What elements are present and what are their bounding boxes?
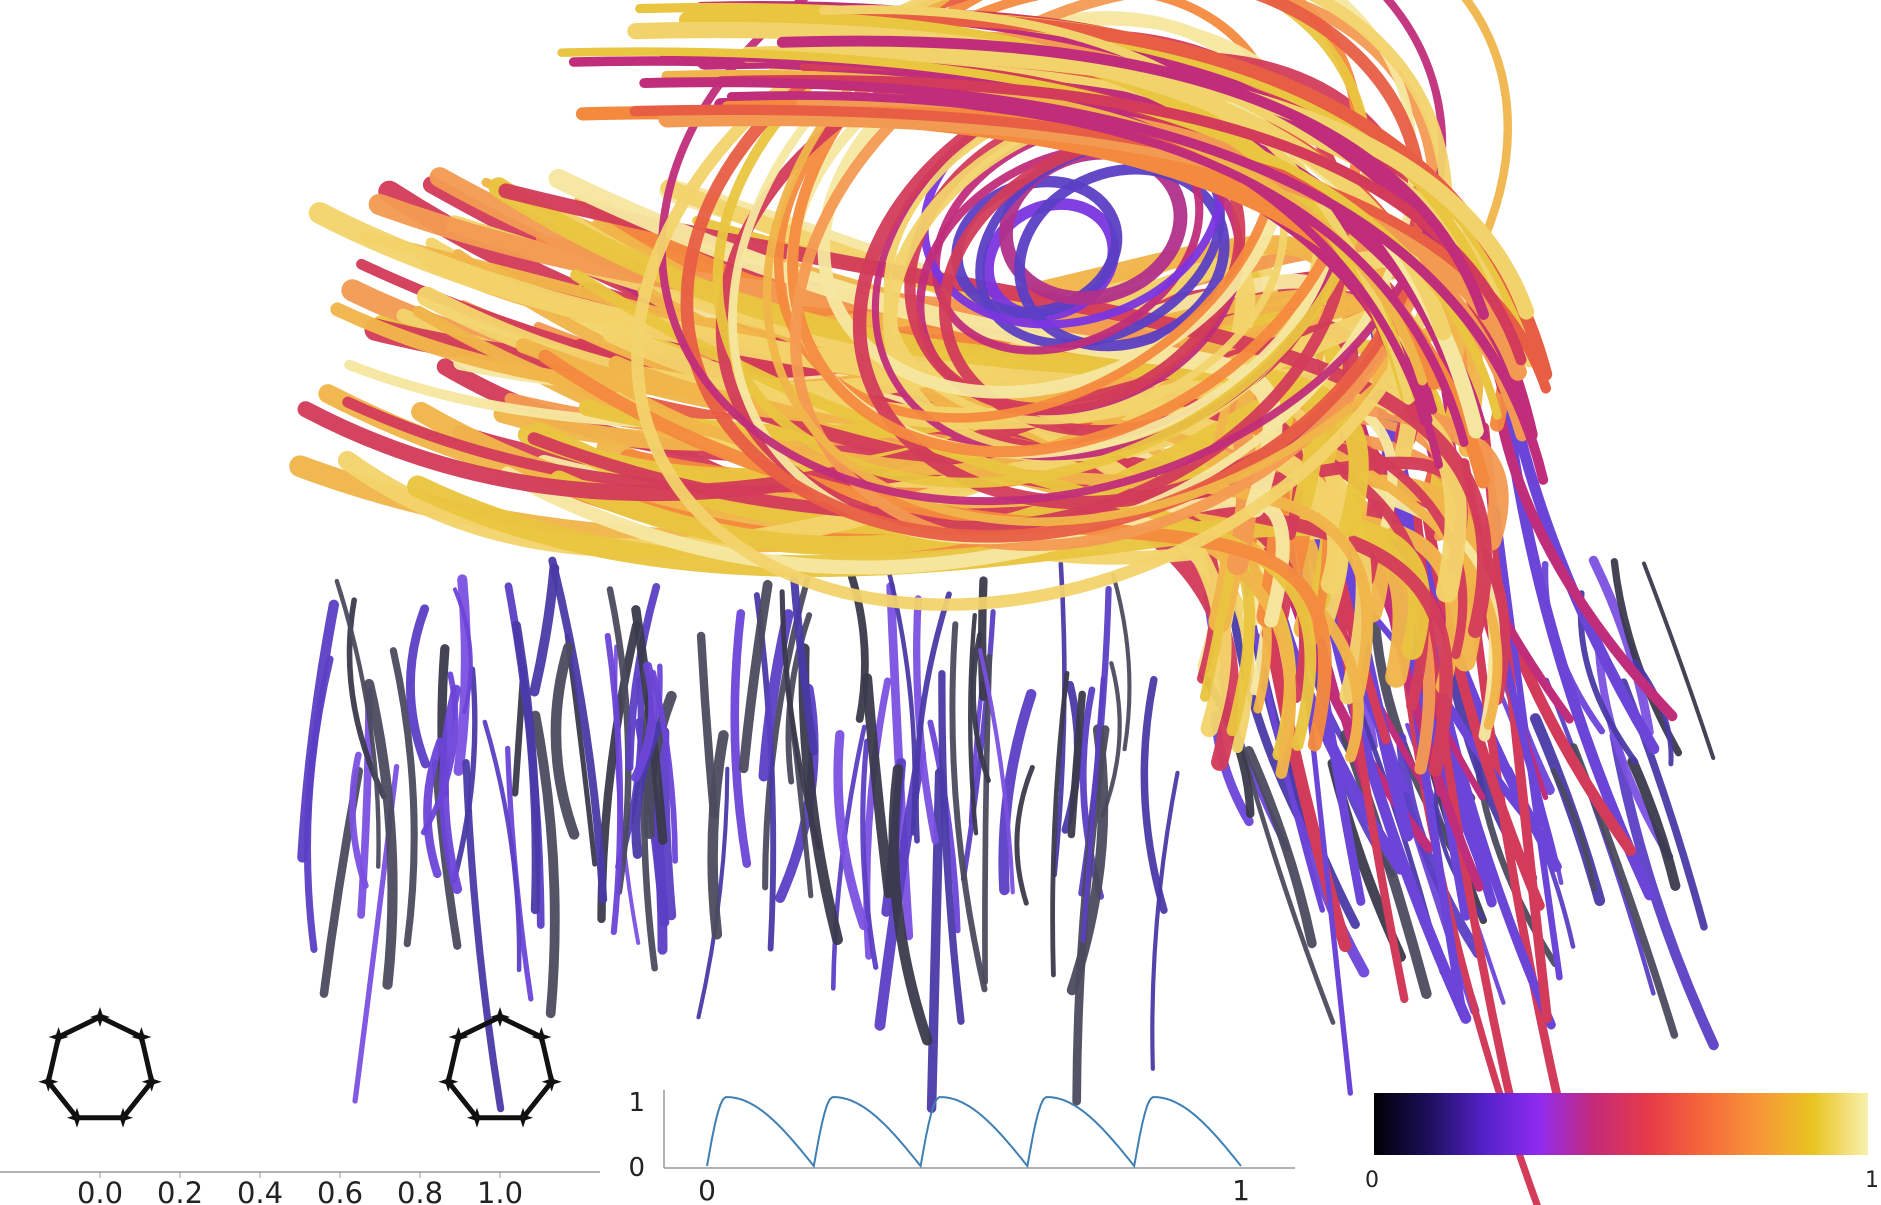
streamtube-layer <box>289 0 1719 1205</box>
